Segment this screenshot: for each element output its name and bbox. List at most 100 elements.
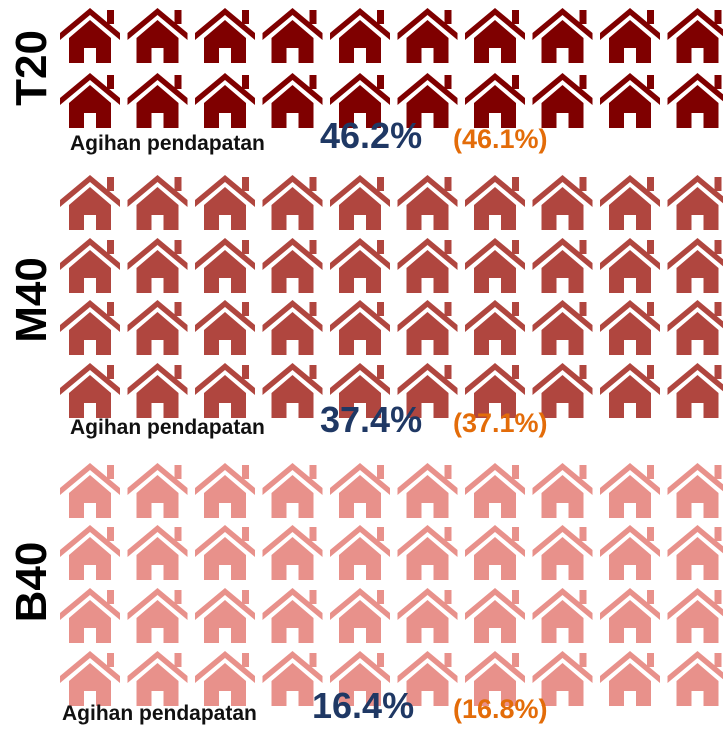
house-icon <box>397 238 458 293</box>
house-icon <box>330 8 390 63</box>
house-icon <box>667 651 723 706</box>
house-icon <box>667 238 723 293</box>
house-icon <box>532 300 593 355</box>
income-share: 46.2% <box>320 115 422 156</box>
income-share: 37.4% <box>320 399 422 440</box>
house-icon <box>667 525 723 580</box>
house-icon <box>397 175 458 230</box>
house-icon <box>465 73 525 128</box>
house-icon <box>532 238 593 293</box>
house-icon <box>262 238 323 293</box>
house-icon <box>127 363 188 418</box>
previous-share: (37.1%) <box>453 408 548 438</box>
house-icon <box>330 175 390 230</box>
house-icon <box>195 8 255 63</box>
house-icon <box>262 588 323 643</box>
house-icon <box>600 238 660 293</box>
house-icon <box>465 300 525 355</box>
house-icon <box>195 238 255 293</box>
house-icon <box>667 300 723 355</box>
house-icon <box>60 300 120 355</box>
house-icon <box>127 8 188 63</box>
house-icon <box>262 525 323 580</box>
house-icon <box>600 300 660 355</box>
house-group <box>60 8 723 128</box>
house-icon <box>195 588 255 643</box>
house-icon <box>600 73 660 128</box>
house-icon <box>127 73 188 128</box>
house-icon <box>262 363 323 418</box>
house-icon <box>127 300 188 355</box>
house-icon <box>195 463 255 518</box>
house-icon <box>532 463 593 518</box>
house-icon <box>465 175 525 230</box>
house-icon <box>330 238 390 293</box>
house-icon <box>532 175 593 230</box>
house-icon <box>60 463 120 518</box>
group-label: T20 <box>7 30 56 106</box>
group-label: B40 <box>7 542 56 623</box>
house-icon <box>667 73 723 128</box>
house-icon <box>667 175 723 230</box>
house-icon <box>60 651 120 706</box>
house-icon <box>667 363 723 418</box>
house-icon <box>330 525 390 580</box>
caption: Agihan pendapatan <box>70 416 265 439</box>
house-icon <box>667 8 723 63</box>
house-icon <box>397 525 458 580</box>
house-icon <box>262 463 323 518</box>
house-icon <box>262 175 323 230</box>
house-icon <box>532 8 593 63</box>
house-icon <box>195 300 255 355</box>
house-icon <box>60 588 120 643</box>
house-icon <box>195 363 255 418</box>
previous-share: (16.8%) <box>453 694 548 724</box>
house-icon <box>465 463 525 518</box>
house-icon <box>195 525 255 580</box>
house-icon <box>465 525 525 580</box>
house-group <box>60 463 723 706</box>
house-icon <box>397 463 458 518</box>
house-icon <box>532 588 593 643</box>
house-icon <box>330 463 390 518</box>
house-icon <box>600 363 660 418</box>
house-icon <box>532 525 593 580</box>
house-icon <box>465 238 525 293</box>
house-icon <box>262 300 323 355</box>
house-icon <box>600 175 660 230</box>
house-icon <box>600 651 660 706</box>
house-icon <box>465 8 525 63</box>
house-icon <box>667 588 723 643</box>
previous-share: (46.1%) <box>453 124 548 154</box>
caption: Agihan pendapatan <box>62 702 257 725</box>
house-group <box>60 175 723 418</box>
house-icon <box>262 8 323 63</box>
house-icon <box>127 588 188 643</box>
house-icon <box>600 525 660 580</box>
house-icon <box>397 300 458 355</box>
house-icon <box>667 463 723 518</box>
house-icon <box>330 588 390 643</box>
house-icon <box>127 463 188 518</box>
house-icon <box>60 525 120 580</box>
house-icon <box>600 463 660 518</box>
house-icon <box>195 73 255 128</box>
house-icon <box>397 588 458 643</box>
house-icon <box>532 73 593 128</box>
house-icon <box>465 588 525 643</box>
income-share: 16.4% <box>312 685 414 726</box>
house-icon <box>60 363 120 418</box>
house-icon <box>127 238 188 293</box>
house-icon <box>60 238 120 293</box>
house-icon <box>60 73 120 128</box>
house-icon <box>600 588 660 643</box>
house-icon <box>195 651 255 706</box>
house-icon <box>60 8 120 63</box>
group-label: M40 <box>7 257 56 343</box>
house-icon <box>195 175 255 230</box>
house-icon <box>127 525 188 580</box>
house-icon <box>600 8 660 63</box>
house-icon <box>397 8 458 63</box>
house-icon <box>60 175 120 230</box>
